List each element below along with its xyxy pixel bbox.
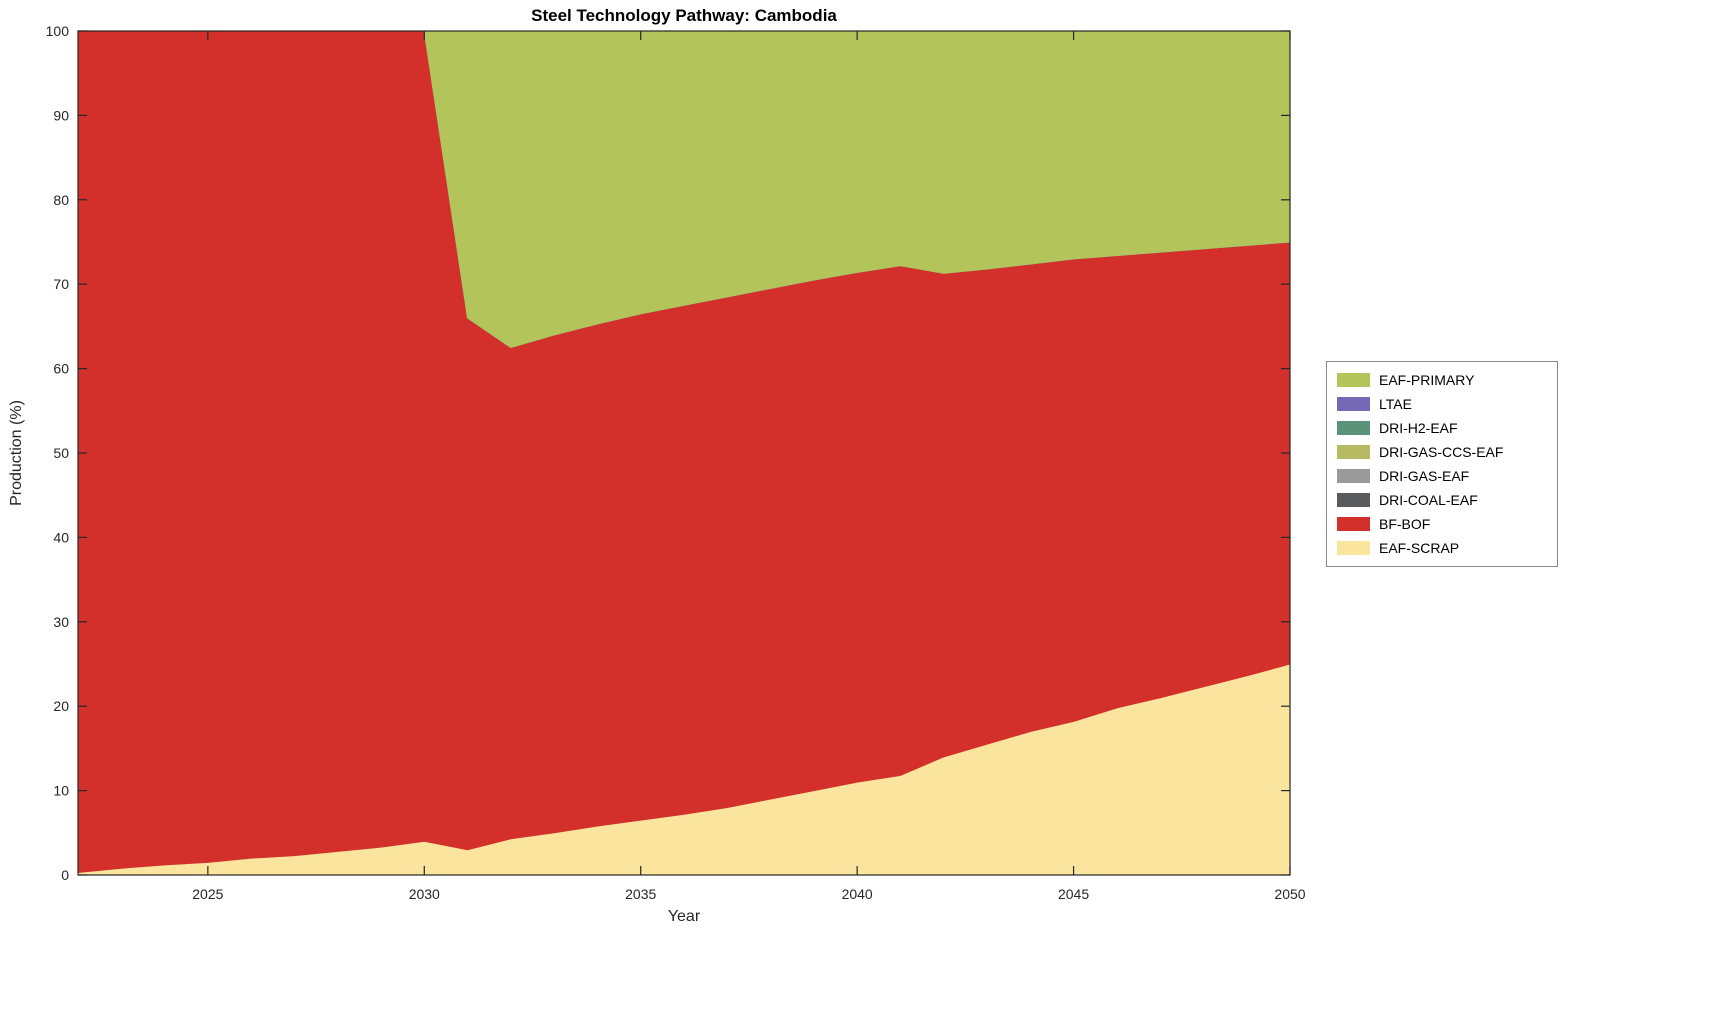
- y-tick-label: 70: [53, 276, 69, 292]
- chart-title: Steel Technology Pathway: Cambodia: [531, 6, 837, 25]
- y-tick-label: 20: [53, 698, 69, 714]
- x-tick-label: 2040: [842, 886, 873, 902]
- legend-entry-dri-gas-ccs-eaf: DRI-GAS-CCS-EAF: [1327, 440, 1557, 464]
- legend-entry-dri-coal-eaf: DRI-COAL-EAF: [1327, 488, 1557, 512]
- legend-swatch-dri-h2-eaf: [1337, 421, 1370, 435]
- y-tick-label: 50: [53, 445, 69, 461]
- legend-label: BF-BOF: [1379, 516, 1431, 532]
- legend-entry-eaf-scrap: EAF-SCRAP: [1327, 536, 1557, 560]
- legend-swatch-ltae: [1337, 397, 1370, 411]
- legend-label: DRI-COAL-EAF: [1379, 492, 1478, 508]
- legend-swatch-dri-gas-ccs-eaf: [1337, 445, 1370, 459]
- legend-label: DRI-H2-EAF: [1379, 420, 1458, 436]
- legend-swatch-eaf-scrap: [1337, 541, 1370, 555]
- legend-entry-ltae: LTAE: [1327, 392, 1557, 416]
- y-axis-label: Production (%): [8, 400, 25, 506]
- legend: EAF-PRIMARY LTAE DRI-H2-EAF DRI-GAS-CCS-EAF…: [1326, 361, 1558, 567]
- y-tick-label: 10: [53, 783, 69, 799]
- legend-entry-eaf-primary: EAF-PRIMARY: [1327, 368, 1557, 392]
- y-tick-label: 30: [53, 614, 69, 630]
- legend-swatch-dri-coal-eaf: [1337, 493, 1370, 507]
- legend-swatch-dri-gas-eaf: [1337, 469, 1370, 483]
- x-tick-label: 2025: [192, 886, 223, 902]
- x-axis-label: Year: [667, 908, 701, 925]
- y-tick-label: 0: [61, 867, 69, 883]
- x-tick-label: 2030: [409, 886, 440, 902]
- legend-label: DRI-GAS-EAF: [1379, 468, 1470, 484]
- x-tick-label: 2045: [1058, 886, 1089, 902]
- legend-label: EAF-PRIMARY: [1379, 372, 1475, 388]
- legend-label: LTAE: [1379, 396, 1412, 412]
- legend-entry-dri-gas-eaf: DRI-GAS-EAF: [1327, 464, 1557, 488]
- legend-label: EAF-SCRAP: [1379, 540, 1460, 556]
- legend-swatch-bf-bof: [1337, 517, 1370, 531]
- y-tick-label: 90: [53, 107, 69, 123]
- y-tick-label: 80: [53, 192, 69, 208]
- y-tick-label: 60: [53, 361, 69, 377]
- legend-entry-bf-bof: BF-BOF: [1327, 512, 1557, 536]
- x-tick-label: 2050: [1274, 886, 1305, 902]
- x-tick-label: 2035: [625, 886, 656, 902]
- y-tick-label: 40: [53, 529, 69, 545]
- legend-swatch-eaf-primary: [1337, 373, 1370, 387]
- legend-entry-dri-h2-eaf: DRI-H2-EAF: [1327, 416, 1557, 440]
- legend-label: DRI-GAS-CCS-EAF: [1379, 444, 1504, 460]
- y-tick-label: 100: [46, 23, 70, 39]
